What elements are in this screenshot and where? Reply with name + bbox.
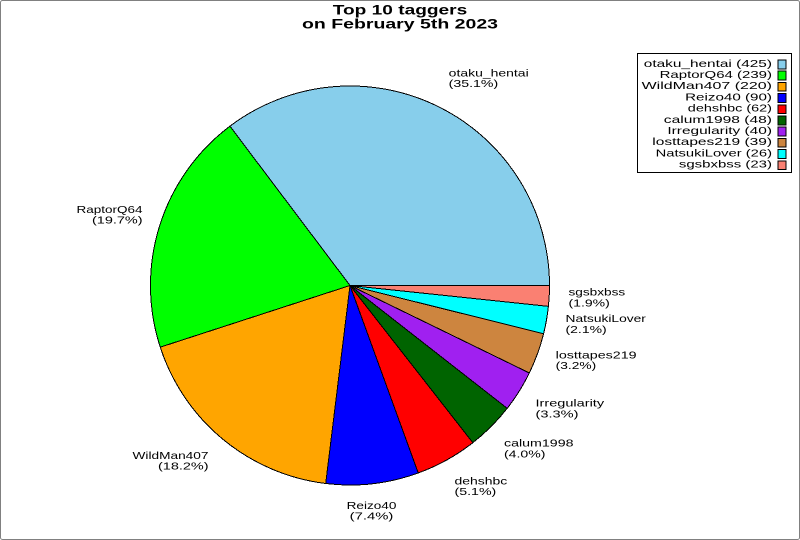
svg-text:(35.1%): (35.1%) <box>449 78 499 90</box>
svg-text:WildMan407 (220): WildMan407 (220) <box>642 80 772 92</box>
svg-text:NatsukiLover: NatsukiLover <box>566 313 647 325</box>
svg-text:otaku_hentai: otaku_hentai <box>449 68 529 80</box>
svg-text:RaptorQ64: RaptorQ64 <box>77 204 143 216</box>
svg-text:(18.2%): (18.2%) <box>158 461 209 473</box>
svg-text:Irregularity (40): Irregularity (40) <box>667 125 772 137</box>
svg-text:dehshbc: dehshbc <box>455 475 508 487</box>
svg-text:WildMan407: WildMan407 <box>133 450 209 462</box>
svg-text:sgsbxbss (23): sgsbxbss (23) <box>679 159 772 171</box>
svg-text:Irregularity: Irregularity <box>536 398 606 410</box>
svg-text:calum1998: calum1998 <box>504 438 574 450</box>
svg-text:(5.1%): (5.1%) <box>455 486 497 498</box>
svg-text:(3.2%): (3.2%) <box>556 360 597 372</box>
svg-text:(3.3%): (3.3%) <box>536 408 579 420</box>
svg-text:Reizo40: Reizo40 <box>347 500 397 512</box>
svg-text:losttapes219 (39): losttapes219 (39) <box>652 136 772 148</box>
svg-text:otaku_hentai (425): otaku_hentai (425) <box>644 58 772 70</box>
svg-text:Reizo40 (90): Reizo40 (90) <box>685 91 772 103</box>
svg-text:NatsukiLover (26): NatsukiLover (26) <box>656 147 772 159</box>
svg-text:losttapes219: losttapes219 <box>556 350 637 362</box>
svg-text:calum1998 (48): calum1998 (48) <box>664 114 772 126</box>
svg-text:RaptorQ64 (239): RaptorQ64 (239) <box>660 69 772 81</box>
svg-text:(1.9%): (1.9%) <box>569 297 610 309</box>
svg-text:(7.4%): (7.4%) <box>350 511 394 523</box>
svg-text:(4.0%): (4.0%) <box>504 448 545 460</box>
svg-text:dehshbc (62): dehshbc (62) <box>688 103 772 115</box>
svg-text:Top 10 taggers: Top 10 taggers <box>333 1 468 17</box>
svg-text:sgsbxbss: sgsbxbss <box>569 287 626 299</box>
svg-text:(19.7%): (19.7%) <box>92 215 143 227</box>
svg-text:(2.1%): (2.1%) <box>566 324 607 336</box>
svg-text:on February 5th 2023: on February 5th 2023 <box>302 16 498 32</box>
